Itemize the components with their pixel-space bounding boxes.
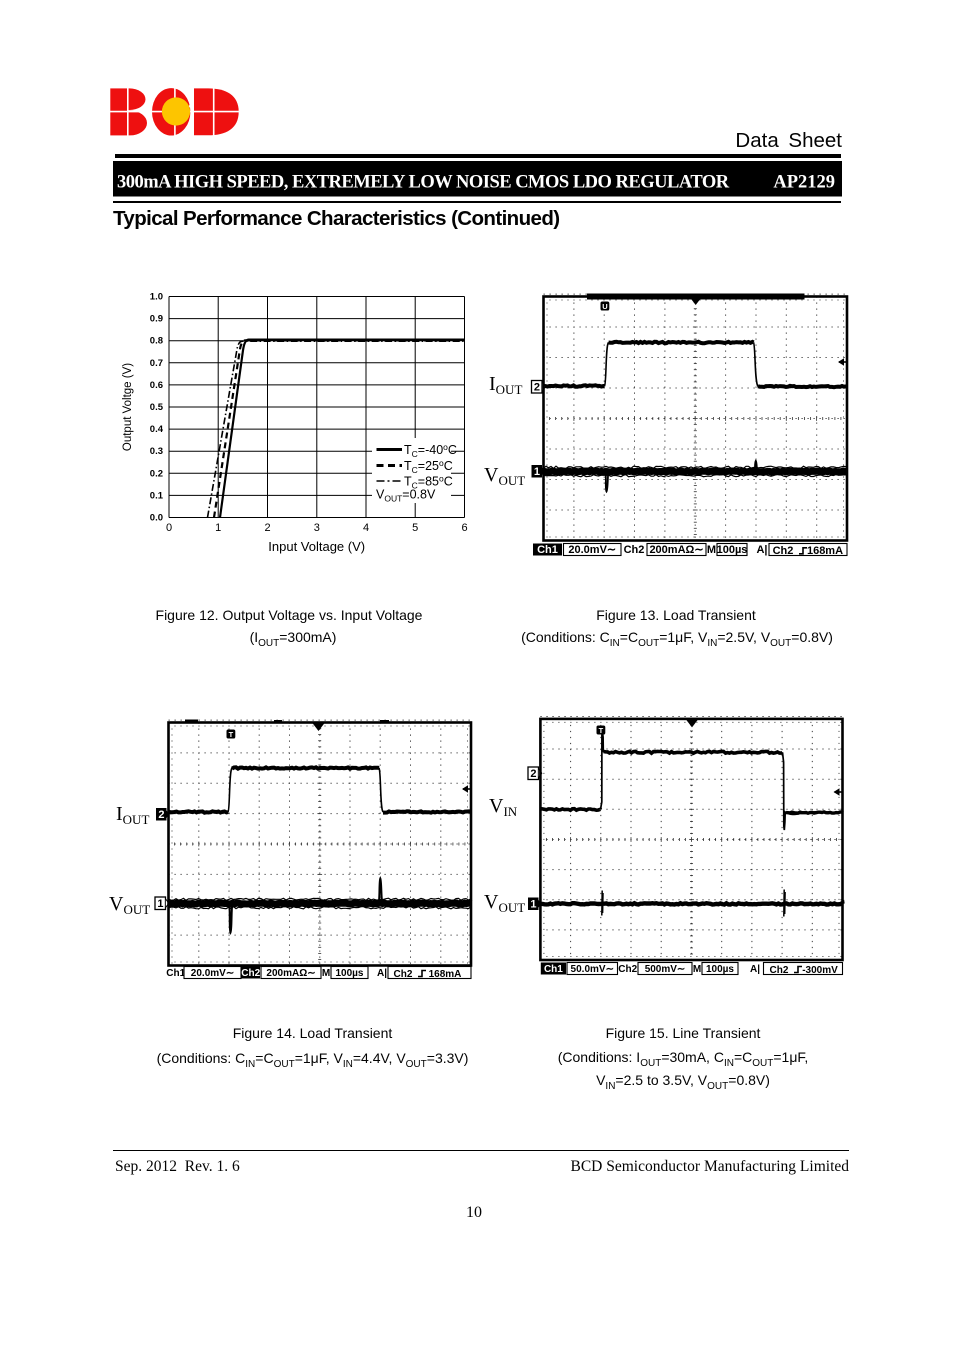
svg-text:Ch2: Ch2 <box>394 969 413 980</box>
svg-text:1: 1 <box>534 466 540 478</box>
svg-text:2: 2 <box>534 382 540 394</box>
svg-text:0: 0 <box>166 522 172 534</box>
svg-text:Ch1: Ch1 <box>537 544 558 556</box>
svg-text:1: 1 <box>215 522 221 534</box>
svg-text:100µs: 100µs <box>335 968 363 979</box>
svg-text:100µs: 100µs <box>706 964 734 975</box>
svg-text:0.8: 0.8 <box>150 336 163 347</box>
svg-text:Ch2: Ch2 <box>241 968 260 979</box>
svg-text:0.0: 0.0 <box>150 513 163 524</box>
svg-text:200mAΩ∼: 200mAΩ∼ <box>649 544 703 556</box>
svg-text:0.1: 0.1 <box>150 490 164 501</box>
svg-text:1.0: 1.0 <box>150 292 163 303</box>
svg-text:Ch1: Ch1 <box>544 964 563 975</box>
svg-text:0.3: 0.3 <box>150 446 163 457</box>
svg-text:A|: A| <box>756 544 767 556</box>
svg-text:100µs: 100µs <box>717 544 748 556</box>
svg-text:Ch2: Ch2 <box>624 544 645 556</box>
svg-text:500mV∼: 500mV∼ <box>645 964 686 975</box>
svg-text:A|: A| <box>750 964 760 975</box>
svg-text:168mA: 168mA <box>429 969 462 980</box>
svg-text:-300mV: -300mV <box>802 965 838 976</box>
svg-text:20.0mV∼: 20.0mV∼ <box>568 544 616 556</box>
svg-text:T: T <box>599 726 604 735</box>
svg-text:A|: A| <box>377 968 387 979</box>
svg-text:2: 2 <box>264 522 270 534</box>
svg-text:0.4: 0.4 <box>150 424 164 435</box>
svg-text:0.5: 0.5 <box>150 402 164 413</box>
svg-text:T: T <box>229 730 234 739</box>
svg-text:U: U <box>602 302 607 311</box>
svg-text:IOUT: IOUT <box>116 803 149 827</box>
svg-text:M: M <box>322 968 330 979</box>
svg-text:300mA HIGH SPEED, EXTREMELY LO: 300mA HIGH SPEED, EXTREMELY LOW NOISE CM… <box>117 173 730 193</box>
svg-text:VOUT: VOUT <box>484 891 525 915</box>
svg-text:AP2129: AP2129 <box>773 173 835 193</box>
svg-text:6: 6 <box>461 522 467 534</box>
svg-text:VOUT: VOUT <box>484 464 525 488</box>
svg-text:4: 4 <box>363 522 369 534</box>
svg-text:168mA: 168mA <box>807 545 843 557</box>
svg-text:VIN: VIN <box>489 795 518 819</box>
svg-text:20.0mV∼: 20.0mV∼ <box>191 968 234 979</box>
svg-text:0.2: 0.2 <box>150 468 163 479</box>
svg-text:200mAΩ∼: 200mAΩ∼ <box>266 968 315 979</box>
svg-text:Ch2: Ch2 <box>773 545 794 557</box>
svg-text:1: 1 <box>157 898 163 910</box>
svg-text:0.6: 0.6 <box>150 380 163 391</box>
svg-text:M: M <box>693 964 701 975</box>
svg-text:Output Voltge (V): Output Voltge (V) <box>122 363 134 451</box>
svg-text:2: 2 <box>158 809 164 821</box>
svg-text:Ch2: Ch2 <box>770 965 789 976</box>
svg-text:0.9: 0.9 <box>150 314 163 325</box>
svg-text:IOUT: IOUT <box>489 373 522 397</box>
svg-text:3: 3 <box>314 522 320 534</box>
svg-text:VOUT: VOUT <box>109 893 150 917</box>
svg-text:M: M <box>707 544 716 556</box>
svg-text:5: 5 <box>412 522 418 534</box>
svg-text:Ch1: Ch1 <box>166 968 185 979</box>
svg-text:50.0mV∼: 50.0mV∼ <box>571 964 614 975</box>
svg-text:Input Voltage (V): Input Voltage (V) <box>268 539 365 554</box>
svg-text:0.7: 0.7 <box>150 358 163 369</box>
svg-text:Ch2: Ch2 <box>618 964 637 975</box>
svg-text:TC=25oC: TC=25oC <box>404 458 453 475</box>
svg-text:1: 1 <box>530 899 536 911</box>
svg-text:2: 2 <box>530 768 536 780</box>
